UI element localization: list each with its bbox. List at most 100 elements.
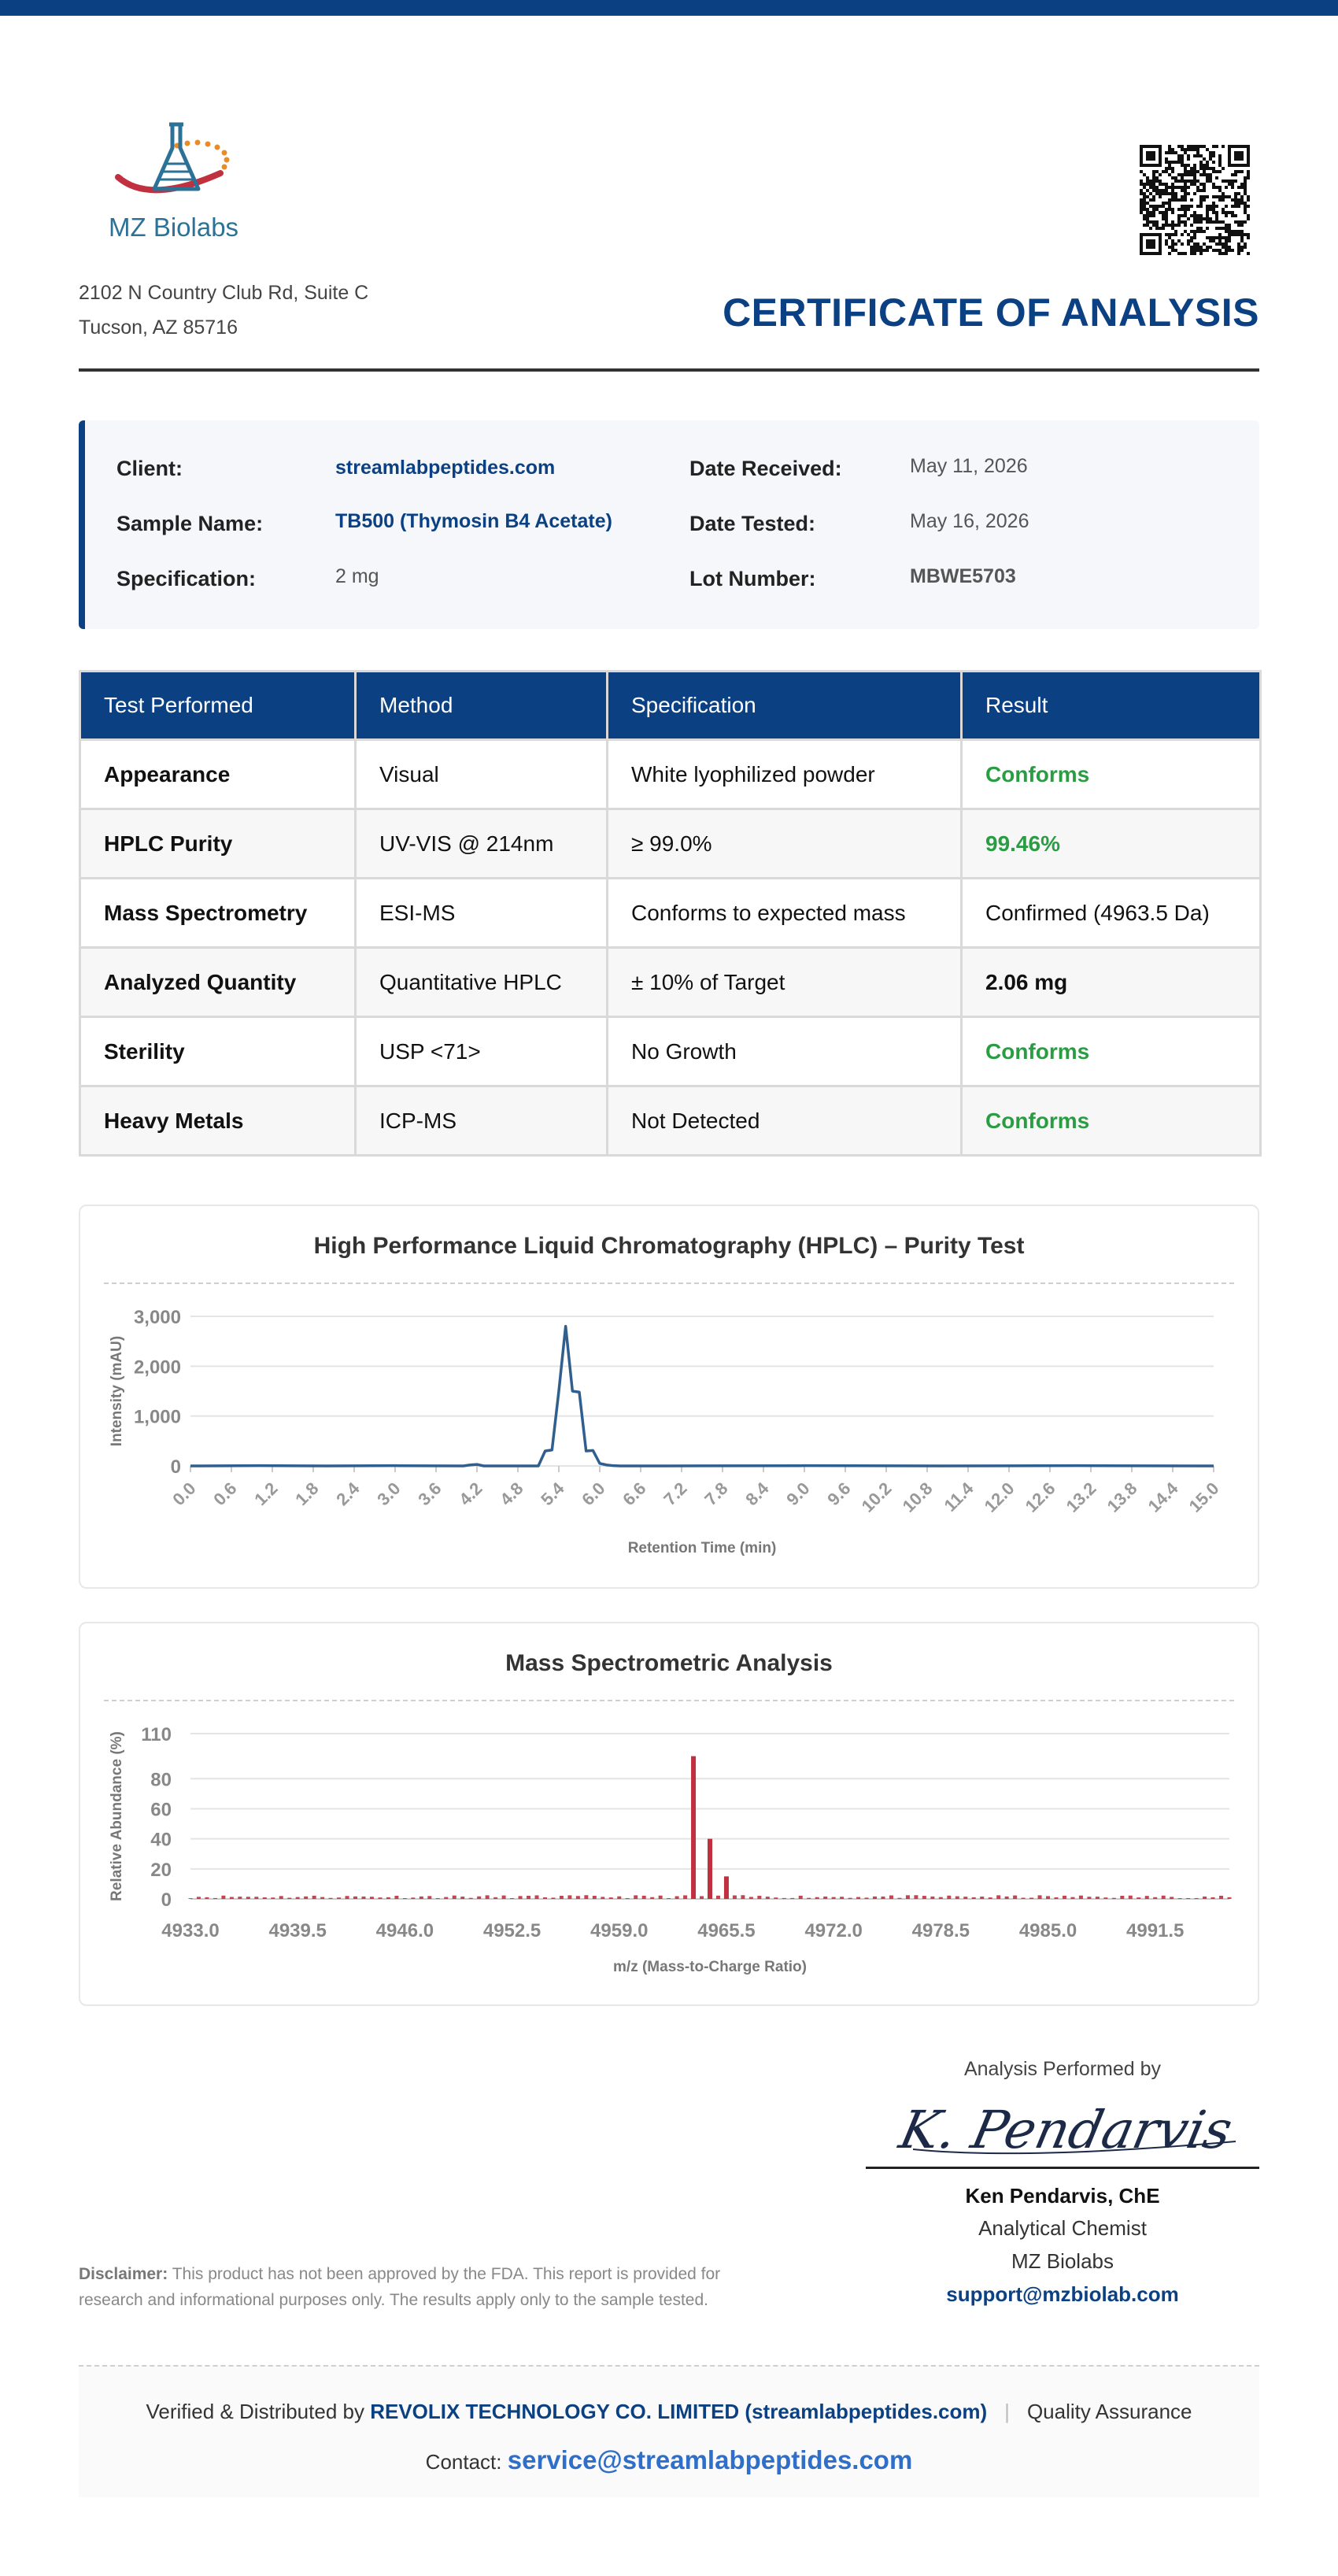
noise-bar [996, 1895, 1001, 1899]
noise-bar [748, 1897, 753, 1899]
noise-bar [1087, 1897, 1092, 1899]
noise-bar [575, 1896, 580, 1899]
analyst-organization: MZ Biolabs [1011, 2249, 1114, 2273]
x-tick-label: 10.2 [858, 1479, 896, 1516]
test-cell: Analyzed Quantity [79, 946, 357, 1018]
noise-bar [683, 1895, 688, 1899]
noise-bar [625, 1897, 630, 1899]
noise-bar [881, 1896, 885, 1899]
noise-bar [254, 1897, 259, 1899]
qr-code-icon [1140, 145, 1250, 255]
footer-quality-assurance: Quality Assurance [1026, 2400, 1192, 2423]
analyst-email-link[interactable]: support@mzbiolab.com [946, 2282, 1179, 2306]
noise-bar [971, 1897, 976, 1899]
handwritten-signature: K. Pendarvis [893, 2100, 1237, 2160]
x-axis-label: Retention Time (min) [628, 1540, 777, 1556]
noise-bar [1137, 1897, 1141, 1899]
client-value[interactable]: streamlabpeptides.com [335, 457, 556, 479]
noise-bar [856, 1897, 861, 1899]
noise-bar [205, 1897, 209, 1899]
x-tick-label: 9.6 [823, 1479, 854, 1509]
noise-bar [493, 1897, 498, 1899]
hplc-chart: 0 1,000 2,000 3,000 0.0 0.6 1.2 1.8 2.4 3.0 3.6 4.2… [109, 1307, 1223, 1556]
hplc-chart-title: High Performance Liquid Chromatography (… [313, 1233, 1025, 1259]
peak-bar [691, 1756, 697, 1899]
noise-bar [411, 1897, 416, 1899]
noise-bar [815, 1897, 819, 1899]
x-tick-label: 4965.5 [697, 1920, 755, 1941]
date-tested-label: Date Tested: [689, 512, 816, 535]
x-tick-label: 12.6 [1022, 1479, 1059, 1516]
specification-label: Specification: [116, 567, 257, 590]
x-tick-label: 12.0 [981, 1479, 1018, 1516]
noise-bar [757, 1895, 762, 1899]
test-results-table: Test Performed Method Specification Resu… [79, 670, 1262, 1157]
x-tick-label: 14.4 [1144, 1478, 1182, 1516]
noise-bar [427, 1896, 432, 1899]
method-cell: Visual [354, 738, 608, 810]
signature-glyphs: K. Pendarvis [893, 2100, 1237, 2160]
noise-bar [328, 1897, 333, 1899]
noise-bar [889, 1895, 893, 1899]
top-accent-bar [0, 0, 1338, 16]
table-row: Mass Spectrometry ESI-MS Conforms to exp… [79, 877, 1262, 949]
noise-bar [675, 1896, 679, 1899]
noise-bar [559, 1895, 564, 1899]
x-tick-label: 4959.0 [590, 1920, 648, 1941]
y-tick-label: 1,000 [134, 1407, 181, 1428]
noise-bar [1219, 1895, 1224, 1899]
footer-contact-email[interactable]: service@streamlabpeptides.com [507, 2445, 913, 2474]
noise-bar [774, 1897, 778, 1899]
hplc-title-divider [104, 1282, 1234, 1284]
y-tick-label: 80 [150, 1769, 172, 1790]
flask-orbit-icon [115, 122, 230, 194]
footer-verified-line: Verified & Distributed by REVOLIX TECHNO… [79, 2400, 1259, 2424]
test-cell: Appearance [79, 738, 357, 810]
y-axis-label: Relative Abundance (%) [109, 1731, 125, 1901]
footer-separator: | [1004, 2400, 1010, 2423]
noise-bar [419, 1896, 423, 1899]
noise-bar [1186, 1897, 1191, 1899]
result-cell: 99.46% [960, 808, 1262, 879]
noise-bar [988, 1897, 992, 1899]
noise-bar [1062, 1895, 1066, 1899]
noise-bar [592, 1895, 597, 1899]
x-tick-label: 13.2 [1063, 1479, 1100, 1516]
noise-bar [460, 1897, 465, 1899]
y-tick-label: 0 [171, 1456, 181, 1478]
noise-bar [221, 1895, 226, 1899]
footer-contact-line: Contact: service@streamlabpeptides.com [79, 2445, 1259, 2475]
x-tick-label: 13.8 [1103, 1479, 1141, 1516]
analyst-name: Ken Pendarvis, ChE [965, 2184, 1160, 2208]
noise-bar [378, 1897, 383, 1899]
y-tick-label: 0 [161, 1889, 172, 1911]
logo-wordmark: MZ Biolabs [109, 213, 239, 242]
specification-value: 2 mg [335, 565, 379, 587]
noise-bar [922, 1896, 926, 1899]
noise-bar [229, 1897, 234, 1899]
noise-bar [444, 1897, 449, 1899]
document-title: CERTIFICATE OF ANALYSIS [723, 291, 1259, 335]
noise-bar [510, 1897, 515, 1899]
noise-bar [938, 1897, 943, 1899]
sample-info-panel: Client: streamlabpeptides.com Sample Nam… [79, 420, 1259, 629]
noise-bar [641, 1895, 646, 1899]
spec-cell: Conforms to expected mass [606, 877, 963, 949]
noise-bar [864, 1897, 869, 1899]
noise-bar [741, 1895, 745, 1899]
spec-cell: Not Detected [606, 1085, 963, 1157]
noise-bar [1153, 1897, 1158, 1899]
noise-bar [584, 1895, 589, 1899]
y-tick-label: 3,000 [134, 1307, 181, 1328]
noise-bar [345, 1896, 349, 1899]
noise-bar [527, 1895, 531, 1899]
footer-company: REVOLIX TECHNOLOGY CO. LIMITED (streamla… [370, 2400, 988, 2423]
x-tick-label: 4952.5 [483, 1920, 541, 1941]
noise-bar [1161, 1895, 1166, 1899]
hplc-series-line [190, 1324, 1214, 1468]
ms-chart-title: Mass Spectrometric Analysis [505, 1650, 833, 1676]
footer-verified-prefix: Verified & Distributed by [146, 2400, 371, 2423]
noise-bar [700, 1896, 704, 1899]
result-cell: Confirmed (4963.5 Da) [960, 877, 1262, 949]
noise-bar [452, 1895, 456, 1899]
